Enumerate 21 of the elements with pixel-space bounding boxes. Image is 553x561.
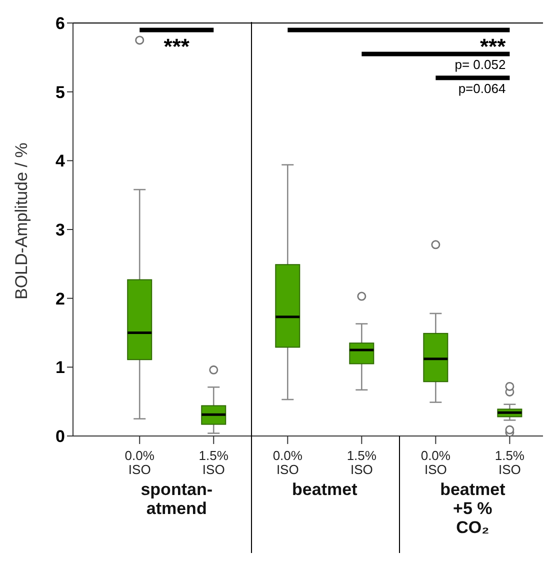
- y-tick-label: 3: [56, 220, 65, 240]
- text: beatmet +5 % CO₂: [439, 480, 506, 537]
- annotation: p= 0.052: [454, 56, 506, 72]
- x-tick-label: 0.0% ISO: [272, 448, 303, 477]
- x-tick-label: 1.5% ISO: [198, 448, 229, 477]
- annotation: ***: [480, 34, 506, 60]
- y-tick-label: 1: [56, 358, 65, 378]
- y-tick-label: 0: [56, 427, 65, 446]
- x-tick-label: 1.5% ISO: [494, 448, 525, 477]
- y-tick-label: 5: [56, 82, 65, 102]
- x-tick-label: 0.0% ISO: [420, 448, 451, 477]
- y-axis-title: BOLD-Amplitude / %: [12, 142, 32, 300]
- y-tick-label: 4: [56, 152, 66, 171]
- x-tick-label: 1.5% ISO: [346, 448, 377, 477]
- annotation: p=0.064: [458, 80, 506, 96]
- y-tick-label: 6: [56, 14, 65, 34]
- y-tick-label: 2: [56, 289, 65, 308]
- text: spontan-atmend: [140, 480, 214, 518]
- text: beatmet: [291, 480, 358, 499]
- annotation: ***: [164, 34, 190, 60]
- x-tick-label: 0.0% ISO: [124, 448, 155, 477]
